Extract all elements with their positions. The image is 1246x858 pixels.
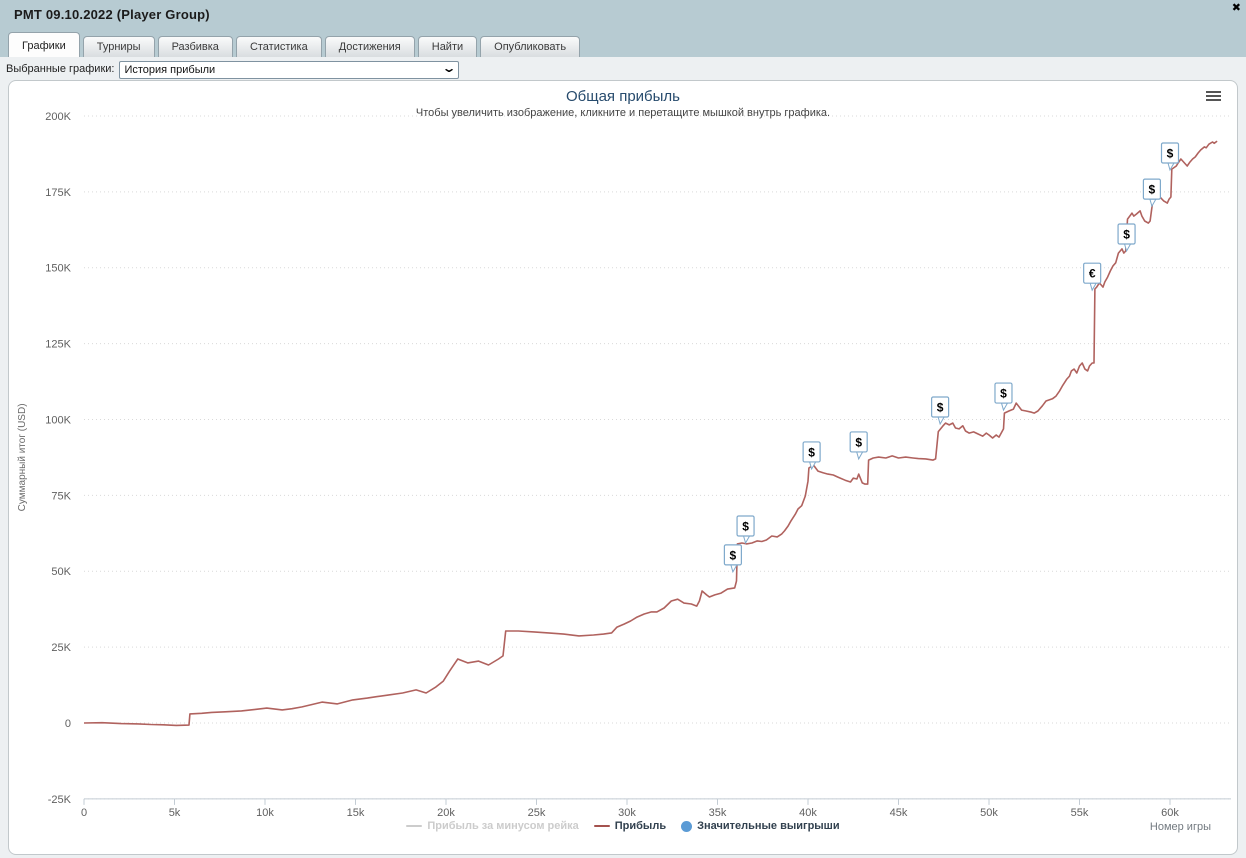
win-marker[interactable]: $ — [736, 515, 755, 545]
x-tick-label: 55k — [1071, 807, 1089, 819]
y-tick-label: 75K — [51, 490, 71, 502]
tab-6[interactable]: Опубликовать — [480, 36, 581, 57]
win-marker-box — [931, 396, 950, 418]
win-marker[interactable]: € — [1083, 262, 1102, 292]
y-tick-label: 200K — [45, 111, 71, 123]
win-marker[interactable]: $ — [931, 396, 950, 426]
x-tick-label: 30k — [618, 807, 636, 819]
x-tick-label: 45k — [890, 807, 908, 819]
chart-legend: Прибыль за минусом рейка Прибыль Значитель… — [9, 818, 1237, 834]
win-marker-symbol: $ — [1123, 228, 1130, 242]
win-marker-symbol: $ — [937, 401, 944, 415]
x-tick-label: 20k — [437, 807, 455, 819]
win-marker-symbol: $ — [1167, 146, 1174, 160]
profit-chart[interactable]: -25K 0 25K 50K 75K 100K 125K 150K 175K 200K 0 5k 10k… — [9, 81, 1237, 854]
tab-0[interactable]: Графики — [8, 32, 80, 57]
y-tick-label: 125K — [45, 339, 71, 351]
win-marker-tail — [856, 451, 864, 461]
tab-1[interactable]: Турниры — [82, 36, 155, 57]
legend-circle-swatch — [681, 820, 693, 832]
profit-line — [83, 140, 1218, 727]
win-marker[interactable]: $ — [1142, 178, 1162, 208]
legend-line-swatch — [593, 825, 610, 827]
win-marker-tail — [937, 416, 945, 426]
y-axis-title: Суммарный итог (USD) — [17, 403, 28, 511]
close-icon[interactable]: ✖ — [1231, 2, 1241, 14]
x-tick-label: 50k — [980, 807, 998, 819]
x-tick-label: 0 — [81, 807, 87, 819]
win-marker-symbol: $ — [855, 435, 862, 449]
win-marker-symbol: $ — [742, 520, 749, 534]
legend-item-0[interactable]: Прибыль за минусом рейка — [406, 820, 579, 832]
x-tick-label: 40k — [799, 807, 817, 819]
y-tick-label: 25K — [51, 642, 71, 654]
win-marker[interactable]: $ — [994, 382, 1013, 412]
x-tick-label: 60k — [1161, 807, 1179, 819]
y-tick-label: 50K — [51, 566, 71, 578]
hamburger-menu-icon[interactable] — [1206, 91, 1221, 103]
win-marker[interactable]: $ — [723, 544, 742, 574]
tab-5[interactable]: Найти — [417, 36, 478, 57]
win-marker[interactable]: $ — [802, 441, 821, 471]
win-marker-box — [723, 544, 742, 566]
y-tick-label: 0 — [65, 718, 71, 730]
x-tick-label: 5k — [169, 807, 181, 819]
legend-line-swatch — [406, 825, 423, 827]
chart-subtitle: Чтобы увеличить изображение, кликните и … — [415, 107, 831, 119]
y-tick-label: 150K — [45, 263, 71, 275]
win-marker-symbol: € — [1089, 267, 1096, 281]
tab-bar: Графики Турниры Разбивка Статистика Достижен… — [0, 30, 1246, 57]
legend-item-2[interactable]: Значительные выигрыши — [681, 820, 840, 832]
legend-item-1[interactable]: Прибыль — [593, 820, 667, 832]
x-tick-label: 10k — [256, 807, 274, 819]
win-marker[interactable]: $ — [1160, 142, 1180, 172]
win-marker-symbol: $ — [1000, 387, 1007, 401]
x-tick-label: 25k — [528, 807, 546, 819]
win-marker-box — [1117, 223, 1136, 245]
y-tick-label: -25K — [48, 794, 72, 806]
win-marker-symbol: $ — [808, 445, 815, 459]
chart-panel: -25K 0 25K 50K 75K 100K 125K 150K 175K 200K 0 5k 10k… — [8, 80, 1238, 855]
tab-2[interactable]: Разбивка — [157, 36, 233, 57]
legend-label: Прибыль — [614, 820, 667, 832]
win-marker-symbol: $ — [730, 548, 737, 562]
x-axis-title: Номер игры — [1149, 821, 1211, 833]
chart-select[interactable]: История прибыли — [119, 60, 460, 79]
chart-title: Общая прибыль — [565, 88, 681, 105]
chart-select-wrap: История прибыли ⌄ — [119, 60, 460, 79]
win-marker[interactable]: $ — [849, 431, 868, 461]
win-marker-tail — [1000, 402, 1009, 412]
y-tick-label: 175K — [45, 187, 71, 199]
window-titlebar: PMT 09.10.2022 (Player Group) ✖ — [0, 0, 1246, 30]
y-tick-label: 100K — [45, 414, 71, 426]
win-marker-box — [802, 441, 821, 463]
win-marker-box — [1083, 262, 1102, 284]
win-marker-box — [736, 515, 755, 537]
selected-graphs-label: Выбранные графики: — [6, 62, 115, 75]
win-marker[interactable]: $ — [1117, 223, 1136, 253]
legend-label: Значительные выигрыши — [697, 820, 840, 832]
win-marker-box — [849, 431, 868, 453]
x-tick-label: 35k — [709, 807, 727, 819]
win-marker-box — [994, 382, 1013, 404]
win-marker-symbol: $ — [1149, 183, 1156, 197]
tab-3[interactable]: Статистика — [235, 36, 322, 57]
x-tick-label: 15k — [347, 807, 365, 819]
tab-4[interactable]: Достижения — [324, 36, 415, 57]
legend-label: Прибыль за минусом рейка — [427, 820, 579, 832]
win-marker-box — [1142, 178, 1162, 200]
window-title: PMT 09.10.2022 (Player Group) — [14, 7, 210, 22]
filter-bar: Выбранные графики: История прибыли ⌄ — [0, 57, 1246, 80]
win-marker-tail — [742, 535, 751, 545]
win-marker-box — [1160, 142, 1180, 164]
win-marker-tail — [1149, 198, 1157, 208]
